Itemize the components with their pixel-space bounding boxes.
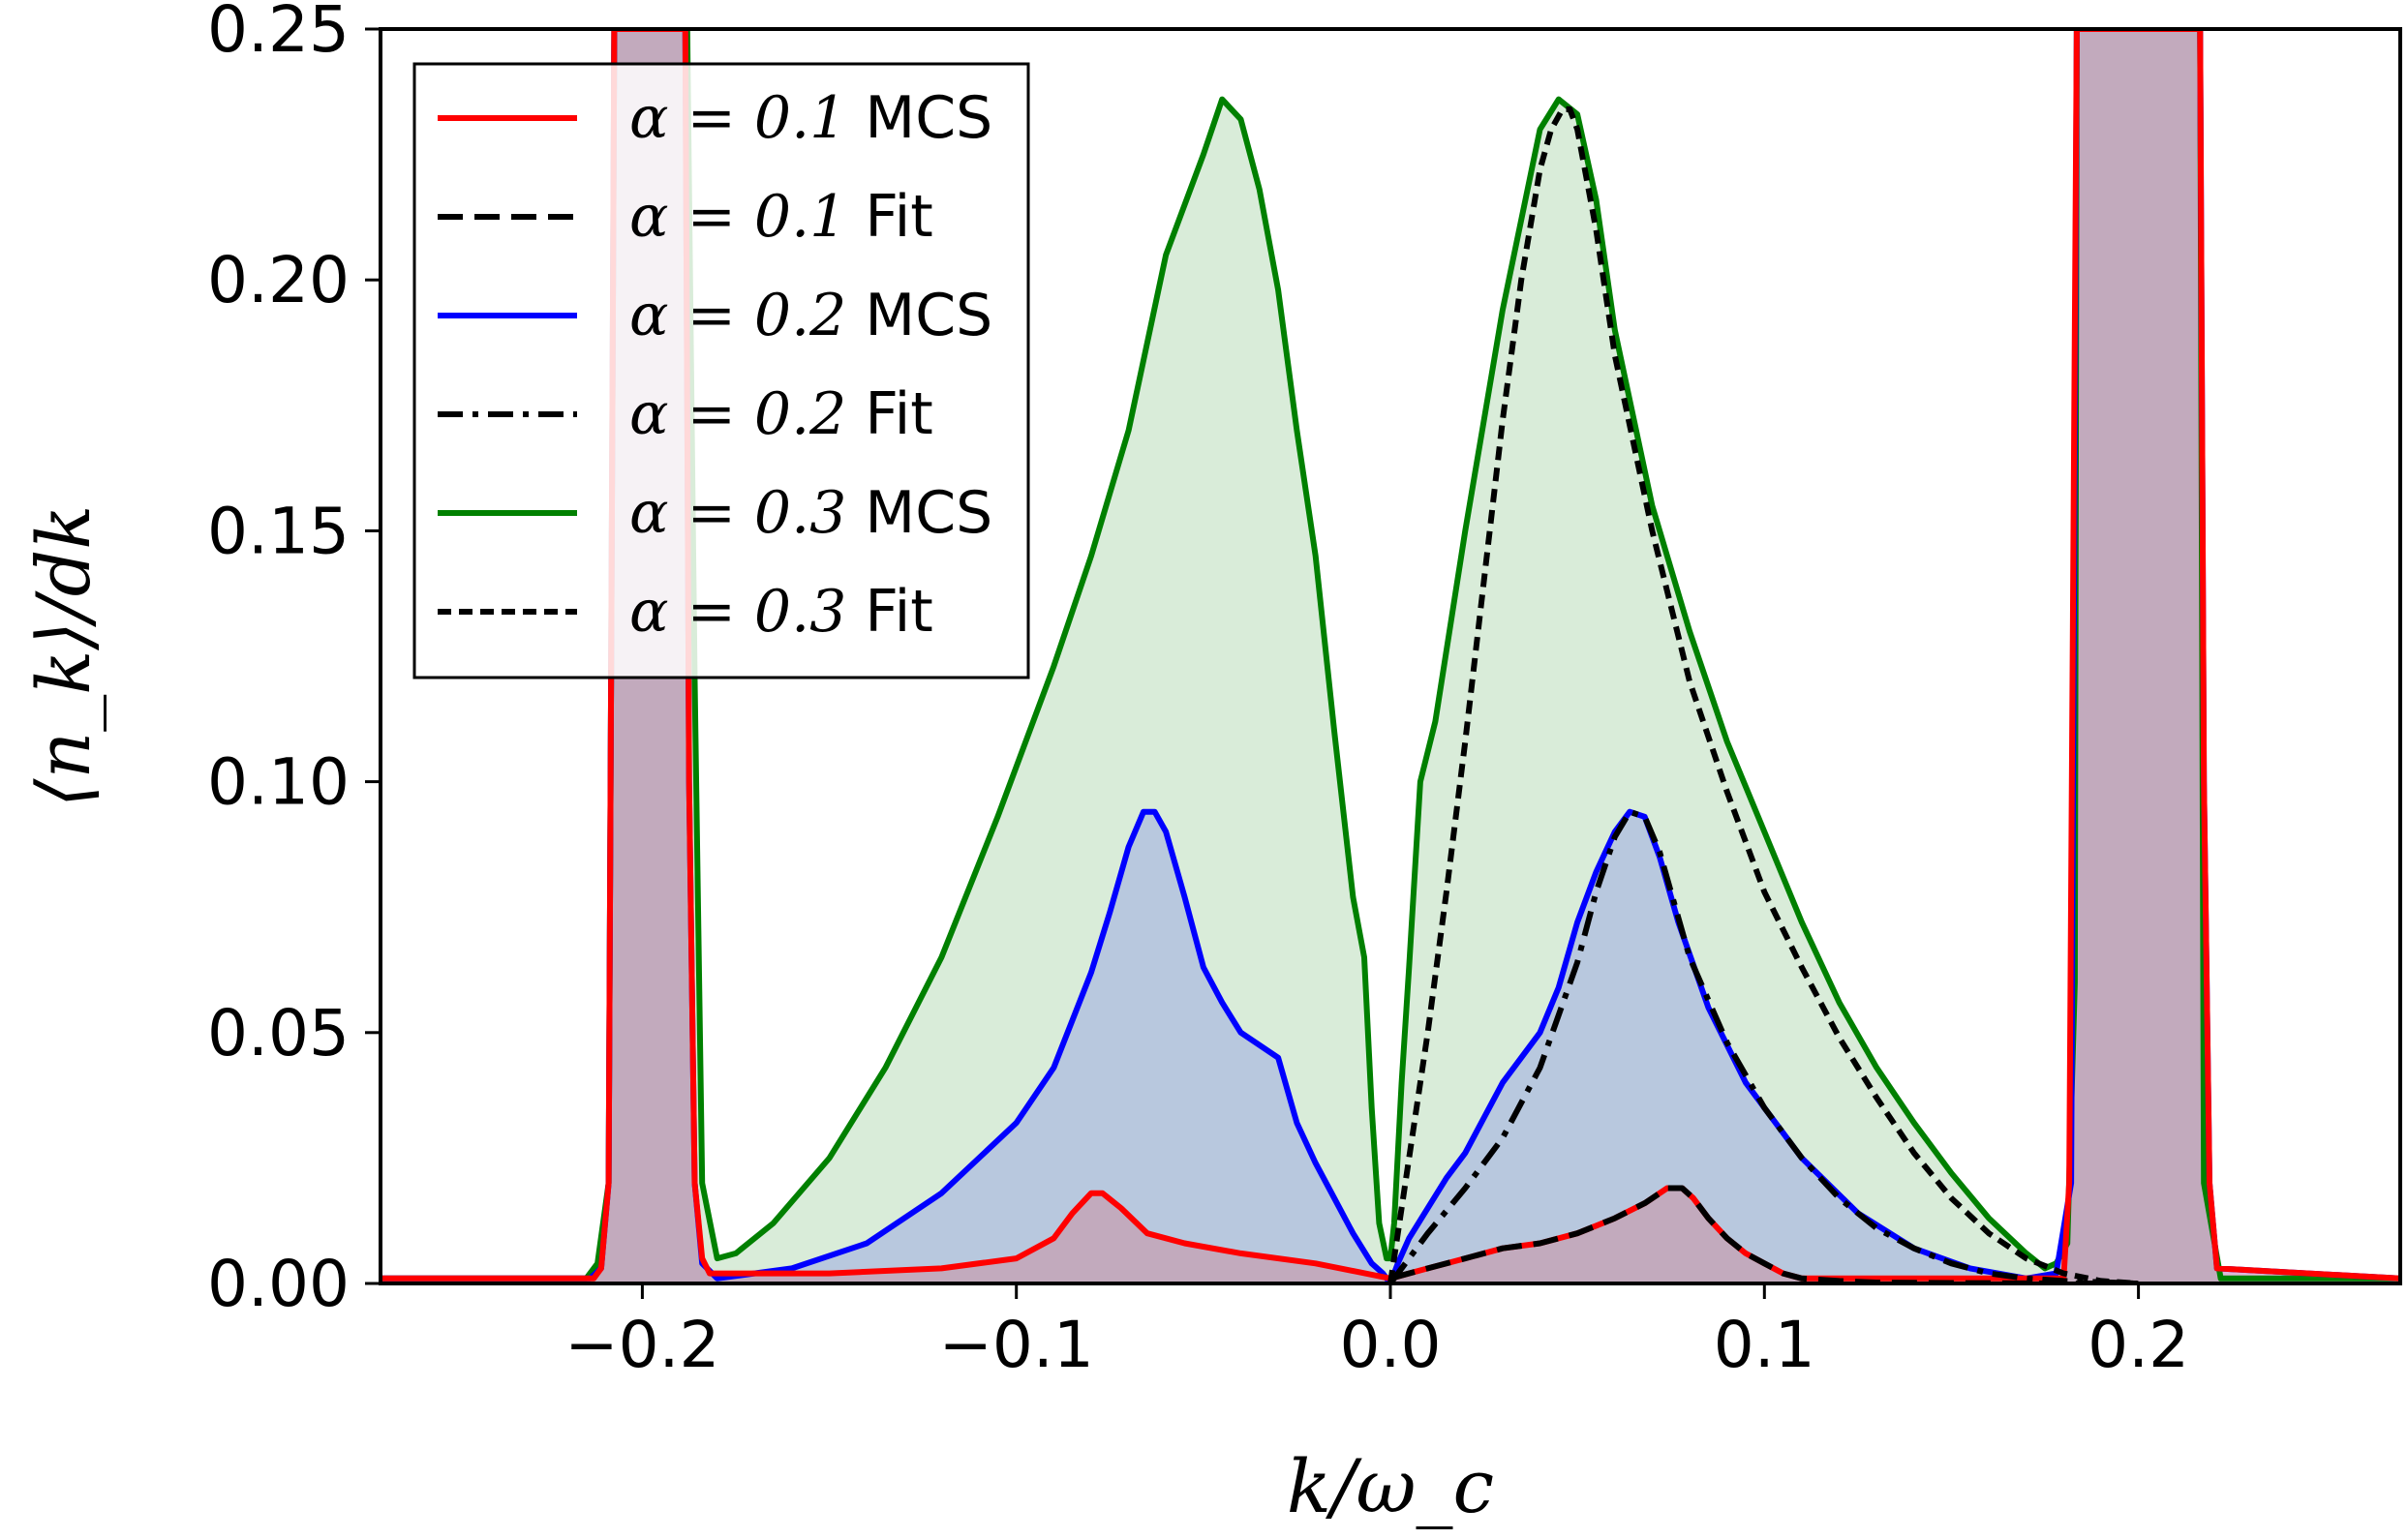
legend-item-a01_mcs: α = 0.1 MCS bbox=[438, 84, 992, 152]
legend-items: α = 0.1 MCS α = 0.1 Fit α = 0.2 MCS α = 0.2… bbox=[438, 84, 992, 646]
x-axis-title: k/ω_c bbox=[1287, 1443, 1494, 1529]
y-tick-label: 0.15 bbox=[207, 494, 350, 568]
y-axis-title: ⟨n_k⟩/dk bbox=[20, 505, 107, 808]
legend: α = 0.1 MCS α = 0.1 Fit α = 0.2 MCS α = 0.2… bbox=[412, 62, 1030, 679]
y-tick-label: 0.25 bbox=[207, 0, 350, 67]
legend-item-a03_fit: α = 0.3 Fit bbox=[438, 578, 933, 646]
x-tick-label: −0.2 bbox=[564, 1308, 719, 1382]
legend-item-a02_fit: α = 0.2 Fit bbox=[438, 380, 933, 448]
legend-item-a03_mcs: α = 0.3 MCS bbox=[438, 479, 992, 547]
y-axis: 0.00 0.05 0.10 0.15 0.20 0.25 bbox=[207, 0, 381, 1321]
y-tick-label: 0.05 bbox=[207, 996, 350, 1071]
legend-box bbox=[412, 62, 1030, 679]
legend-label: α = 0.3 MCS bbox=[629, 479, 992, 547]
legend-label: α = 0.1 MCS bbox=[629, 84, 992, 152]
axis-titles: k/ω_c ⟨n_k⟩/dk bbox=[20, 505, 1494, 1529]
legend-label: α = 0.2 MCS bbox=[629, 282, 992, 349]
y-tick-label: 0.20 bbox=[207, 243, 350, 317]
x-axis: −0.2 −0.1 0.0 0.1 0.2 bbox=[564, 1283, 2189, 1382]
x-tick-label: −0.1 bbox=[939, 1308, 1094, 1382]
y-tick-label: 0.10 bbox=[207, 745, 350, 820]
x-tick-label: 0.1 bbox=[1714, 1308, 1815, 1382]
legend-label: α = 0.3 Fit bbox=[629, 578, 933, 646]
series-line-a03_mcs bbox=[381, 29, 2400, 1282]
x-tick-label: 0.2 bbox=[2088, 1308, 2189, 1382]
x-tick-label: 0.0 bbox=[1340, 1308, 1442, 1382]
legend-item-a01_fit: α = 0.1 Fit bbox=[438, 183, 933, 251]
legend-label: α = 0.2 Fit bbox=[629, 380, 933, 448]
legend-label: α = 0.1 Fit bbox=[629, 183, 933, 251]
y-tick-label: 0.00 bbox=[207, 1247, 350, 1321]
legend-item-a02_mcs: α = 0.2 MCS bbox=[438, 282, 992, 349]
series-line-a02_fit bbox=[1387, 808, 2139, 1283]
series-layer bbox=[381, 29, 2400, 1283]
